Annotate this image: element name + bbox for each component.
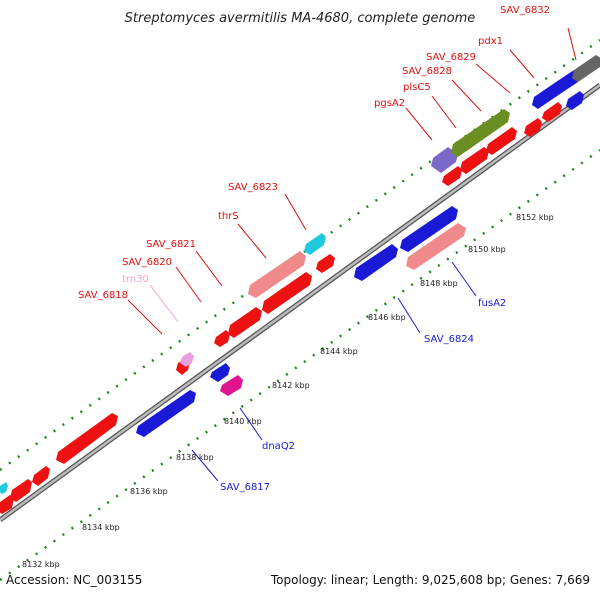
gene-label[interactable]: SAV_6828 — [402, 66, 452, 77]
gene-arrow[interactable] — [542, 102, 562, 122]
gene-arrow[interactable] — [56, 413, 118, 464]
gene-arrow[interactable] — [262, 272, 312, 314]
tick-label: 8140 kbp — [224, 417, 262, 426]
gene-arrow[interactable] — [566, 91, 584, 110]
gene-label[interactable]: fusA2 — [478, 298, 506, 309]
gene-arrow[interactable] — [214, 330, 230, 347]
gene-label[interactable]: plsC5 — [403, 82, 431, 93]
gene-arrow[interactable] — [0, 482, 8, 494]
gene-arrow[interactable] — [136, 390, 196, 437]
tick-label: 8152 kbp — [516, 213, 554, 222]
gene-arrow[interactable] — [220, 375, 243, 396]
tick-label: 8142 kbp — [272, 381, 310, 390]
gene-label[interactable]: pdx1 — [478, 36, 503, 47]
gene-label[interactable]: SAV_6820 — [122, 257, 172, 268]
tick-label: 8148 kbp — [420, 279, 458, 288]
gene-arrow[interactable] — [304, 233, 326, 255]
map-title: Streptomyces avermitilis MA-4680, comple… — [125, 11, 476, 26]
gene-arrow[interactable] — [32, 466, 50, 486]
reverse-genes — [136, 206, 466, 437]
tick-label: 8132 kbp — [22, 560, 60, 569]
gene-label[interactable]: SAV_6818 — [78, 290, 128, 301]
gene-arrow[interactable] — [10, 479, 32, 502]
gene-arrow[interactable] — [210, 363, 230, 382]
gene-arrow[interactable] — [248, 251, 306, 298]
gene-arrow[interactable] — [442, 166, 462, 186]
gene-label[interactable]: trn30 — [122, 274, 149, 285]
topology-text: Topology: linear; Length: 9,025,608 bp; … — [270, 573, 590, 587]
gene-label[interactable]: thrS — [218, 211, 239, 222]
gene-label[interactable]: SAV_6821 — [146, 239, 196, 250]
accession-text: Accession: NC_003155 — [6, 573, 143, 587]
gene-label[interactable]: SAV_6824 — [424, 334, 474, 345]
reverse-labels: fusA2 SAV_6824 dnaQ2 SAV_6817 — [191, 261, 506, 493]
scale-ticks: 8132 kbp 8134 kbp 8136 kbp 8138 kbp 8140… — [22, 213, 554, 569]
tick-label: 8144 kbp — [320, 347, 358, 356]
tick-label: 8146 kbp — [368, 313, 406, 322]
tick-label: 8134 kbp — [82, 523, 120, 532]
gene-arrow[interactable] — [431, 147, 458, 173]
gene-label[interactable]: SAV_6832 — [500, 5, 550, 16]
gene-label[interactable]: SAV_6829 — [426, 52, 476, 63]
genome-backbone — [0, 82, 600, 523]
gene-arrow[interactable] — [406, 223, 466, 270]
upper-track-genes — [0, 55, 600, 494]
gene-label[interactable]: dnaQ2 — [262, 441, 295, 452]
gene-arrow[interactable] — [316, 254, 335, 273]
tick-label: 8138 kbp — [176, 453, 214, 462]
forward-genes — [0, 102, 562, 514]
gene-label[interactable]: SAV_6817 — [220, 482, 270, 493]
gene-label[interactable]: SAV_6823 — [228, 182, 278, 193]
gene-arrow[interactable] — [180, 352, 194, 367]
gene-arrow[interactable] — [400, 206, 458, 252]
gene-arrow[interactable] — [0, 495, 14, 514]
gene-arrow[interactable] — [572, 55, 600, 82]
gene-arrow[interactable] — [451, 109, 510, 157]
gene-label[interactable]: pgsA2 — [374, 98, 405, 109]
gene-arrow[interactable] — [524, 118, 542, 137]
forward-labels: SAV_6832 pdx1 SAV_6829 SAV_6828 plsC5 pg… — [78, 5, 577, 335]
tick-label: 8150 kbp — [468, 245, 506, 254]
gene-arrow[interactable] — [460, 147, 489, 174]
gene-arrow[interactable] — [486, 127, 517, 155]
reverse-strand-guide — [0, 148, 600, 582]
gene-arrow[interactable] — [354, 244, 398, 281]
tick-label: 8136 kbp — [130, 487, 168, 496]
gene-arrow[interactable] — [228, 307, 262, 338]
